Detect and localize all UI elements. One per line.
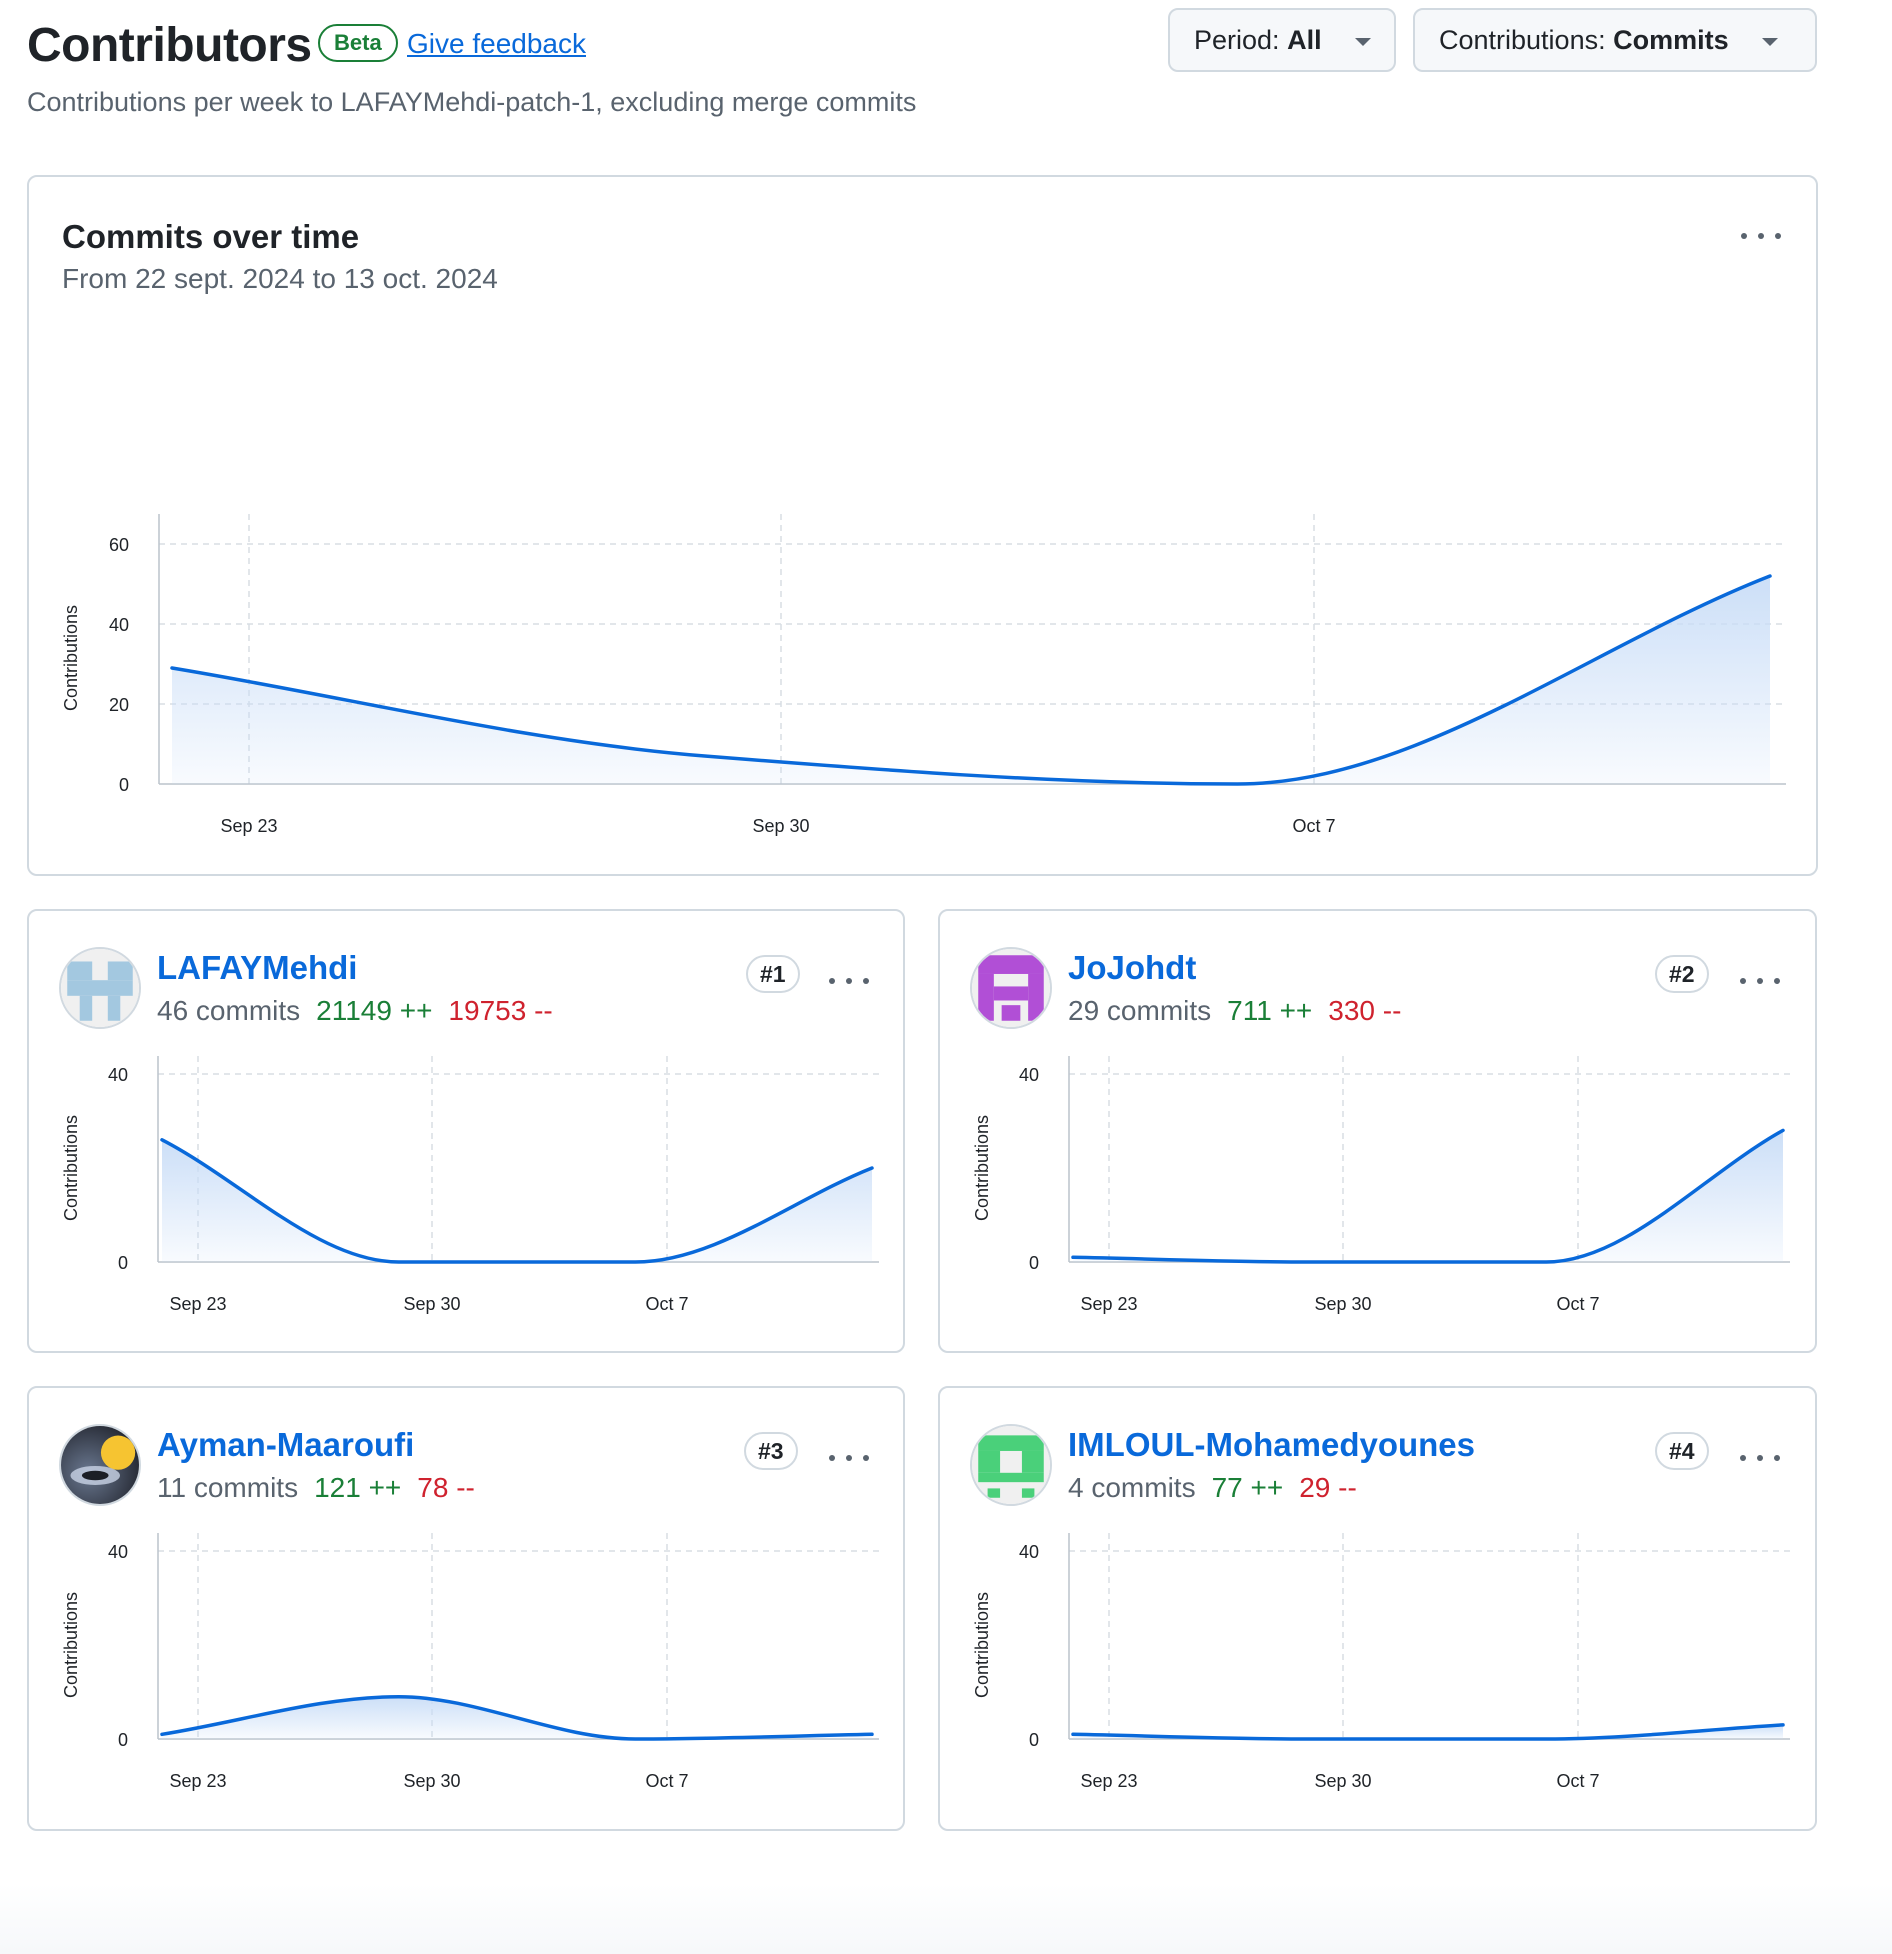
y-tick-label: 40 (1019, 1542, 1039, 1562)
series-area (162, 1139, 872, 1262)
contributor-chart: 0 40 Sep 23 Sep 30 Oct 7 Contributions (61, 1056, 879, 1314)
x-tick-label: Sep 23 (1080, 1294, 1137, 1314)
y-axis-label: Contributions (972, 1115, 992, 1221)
series-line (1071, 1723, 1785, 1741)
series-area (162, 1696, 872, 1739)
contributor-chart: 0 40 Sep 23 Sep 30 Oct 7 Contributions (972, 1056, 1790, 1314)
contributor-name-link[interactable]: IMLOUL-Mohamedyounes (1068, 1426, 1476, 1463)
more-options-icon[interactable] (1740, 1444, 1780, 1472)
contributor-card: LAFAYMehdi 46 commits 21149 ++ 19753 -- #1… (27, 909, 905, 1353)
y-tick-label: 40 (108, 1542, 128, 1562)
y-tick-label: 0 (118, 1253, 128, 1273)
x-tick-label: Oct 7 (1292, 816, 1335, 836)
y-tick-label: 0 (119, 775, 129, 795)
page-footer-fade (0, 1884, 1892, 1954)
x-tick-label: Oct 7 (1556, 1294, 1599, 1314)
chevron-down-icon (1762, 37, 1779, 46)
series-area (172, 576, 1770, 784)
deletions-count: 330 -- (1328, 995, 1402, 1026)
more-options-icon[interactable] (829, 967, 869, 995)
contributions-dropdown[interactable]: Contributions: Commits (1413, 8, 1817, 72)
additions-count: 121 ++ (314, 1472, 402, 1503)
rank-badge: #3 (744, 1432, 798, 1470)
y-tick-label: 0 (1029, 1730, 1039, 1750)
give-feedback-link[interactable]: Give feedback (407, 28, 586, 59)
y-axis-label: Contributions (61, 605, 81, 711)
series-line (170, 574, 1772, 786)
contributor-card: Ayman-Maaroufi 11 commits 121 ++ 78 -- #3 … (27, 1386, 905, 1831)
deletions-count: 29 -- (1299, 1472, 1357, 1503)
period-dropdown[interactable]: Period: All (1168, 8, 1396, 72)
overview-date-range: From 22 sept. 2024 to 13 oct. 2024 (62, 263, 498, 294)
avatar[interactable] (59, 947, 141, 1029)
contributor-stats: 46 commits 21149 ++ 19753 -- (157, 993, 553, 1029)
y-axis-label: Contributions (61, 1115, 81, 1221)
contributor-name-link[interactable]: LAFAYMehdi (157, 949, 358, 986)
page-title: Contributors (27, 19, 312, 72)
x-tick-label: Sep 23 (169, 1294, 226, 1314)
additions-count: 77 ++ (1211, 1472, 1284, 1503)
x-tick-label: Sep 30 (1314, 1771, 1371, 1791)
commit-count: 11 commits (157, 1472, 299, 1503)
y-tick-label: 0 (1029, 1253, 1039, 1273)
y-tick-label: 0 (118, 1730, 128, 1750)
rank-badge: #2 (1655, 955, 1709, 993)
commit-count: 4 commits (1068, 1472, 1196, 1503)
page-subtitle: Contributions per week to LAFAYMehdi-pat… (27, 87, 917, 117)
rank-badge: #1 (746, 955, 800, 993)
x-tick-label: Oct 7 (1556, 1771, 1599, 1791)
chevron-down-icon (1355, 37, 1372, 46)
y-tick-label: 20 (109, 695, 129, 715)
y-axis-label: Contributions (61, 1592, 81, 1698)
more-options-icon[interactable] (1741, 222, 1781, 250)
deletions-count: 19753 -- (448, 995, 553, 1026)
y-tick-label: 40 (108, 1065, 128, 1085)
more-options-icon[interactable] (829, 1444, 869, 1472)
contributor-card: JoJohdt 29 commits 711 ++ 330 -- #2 0 40 Sep… (938, 909, 1817, 1353)
period-dropdown-value: All (1287, 25, 1322, 55)
rank-badge: #4 (1655, 1432, 1709, 1470)
commits-over-time-card: Commits over time From 22 sept. 2024 to … (27, 175, 1818, 876)
x-tick-label: Oct 7 (645, 1294, 688, 1314)
avatar[interactable] (970, 947, 1052, 1029)
x-tick-label: Sep 30 (403, 1771, 460, 1791)
y-tick-label: 40 (1019, 1065, 1039, 1085)
overview-title: Commits over time (62, 218, 360, 255)
contributor-stats: 4 commits 77 ++ 29 -- (1068, 1470, 1357, 1506)
avatar[interactable] (59, 1424, 141, 1506)
contributor-card: IMLOUL-Mohamedyounes 4 commits 77 ++ 29 --… (938, 1386, 1817, 1831)
x-tick-label: Sep 30 (752, 816, 809, 836)
x-tick-label: Sep 30 (1314, 1294, 1371, 1314)
contributor-stats: 29 commits 711 ++ 330 -- (1068, 993, 1401, 1029)
y-axis-label: Contributions (972, 1592, 992, 1698)
more-options-icon[interactable] (1740, 967, 1780, 995)
x-tick-label: Sep 23 (1080, 1771, 1137, 1791)
contributor-chart: 0 40 Sep 23 Sep 30 Oct 7 Contributions (972, 1533, 1790, 1791)
series-area (1073, 1130, 1783, 1262)
deletions-count: 78 -- (417, 1472, 475, 1503)
contributor-name-link[interactable]: JoJohdt (1068, 949, 1197, 986)
x-tick-label: Sep 30 (403, 1294, 460, 1314)
x-tick-label: Sep 23 (169, 1771, 226, 1791)
contributor-stats: 11 commits 121 ++ 78 -- (157, 1470, 475, 1506)
x-tick-label: Oct 7 (645, 1771, 688, 1791)
series-line (160, 1138, 874, 1264)
contributions-dropdown-label: Contributions: (1439, 25, 1606, 55)
overview-chart: 0 20 40 60 Sep 23 Sep 30 Oct 7 Contributions (61, 514, 1786, 836)
y-tick-label: 40 (109, 615, 129, 635)
y-tick-label: 60 (109, 535, 129, 555)
beta-badge: Beta (318, 24, 398, 62)
series-line (160, 1694, 874, 1741)
contributor-chart: 0 40 Sep 23 Sep 30 Oct 7 Contributions (61, 1533, 879, 1791)
period-dropdown-label: Period: (1194, 25, 1280, 55)
commit-count: 29 commits (1068, 995, 1212, 1026)
series-line (1071, 1128, 1785, 1264)
additions-count: 711 ++ (1227, 995, 1313, 1026)
avatar[interactable] (970, 1424, 1052, 1506)
commit-count: 46 commits (157, 995, 301, 1026)
additions-count: 21149 ++ (316, 995, 433, 1026)
x-tick-label: Sep 23 (220, 816, 277, 836)
contributions-dropdown-value: Commits (1613, 25, 1729, 55)
contributor-name-link[interactable]: Ayman-Maaroufi (157, 1426, 415, 1463)
